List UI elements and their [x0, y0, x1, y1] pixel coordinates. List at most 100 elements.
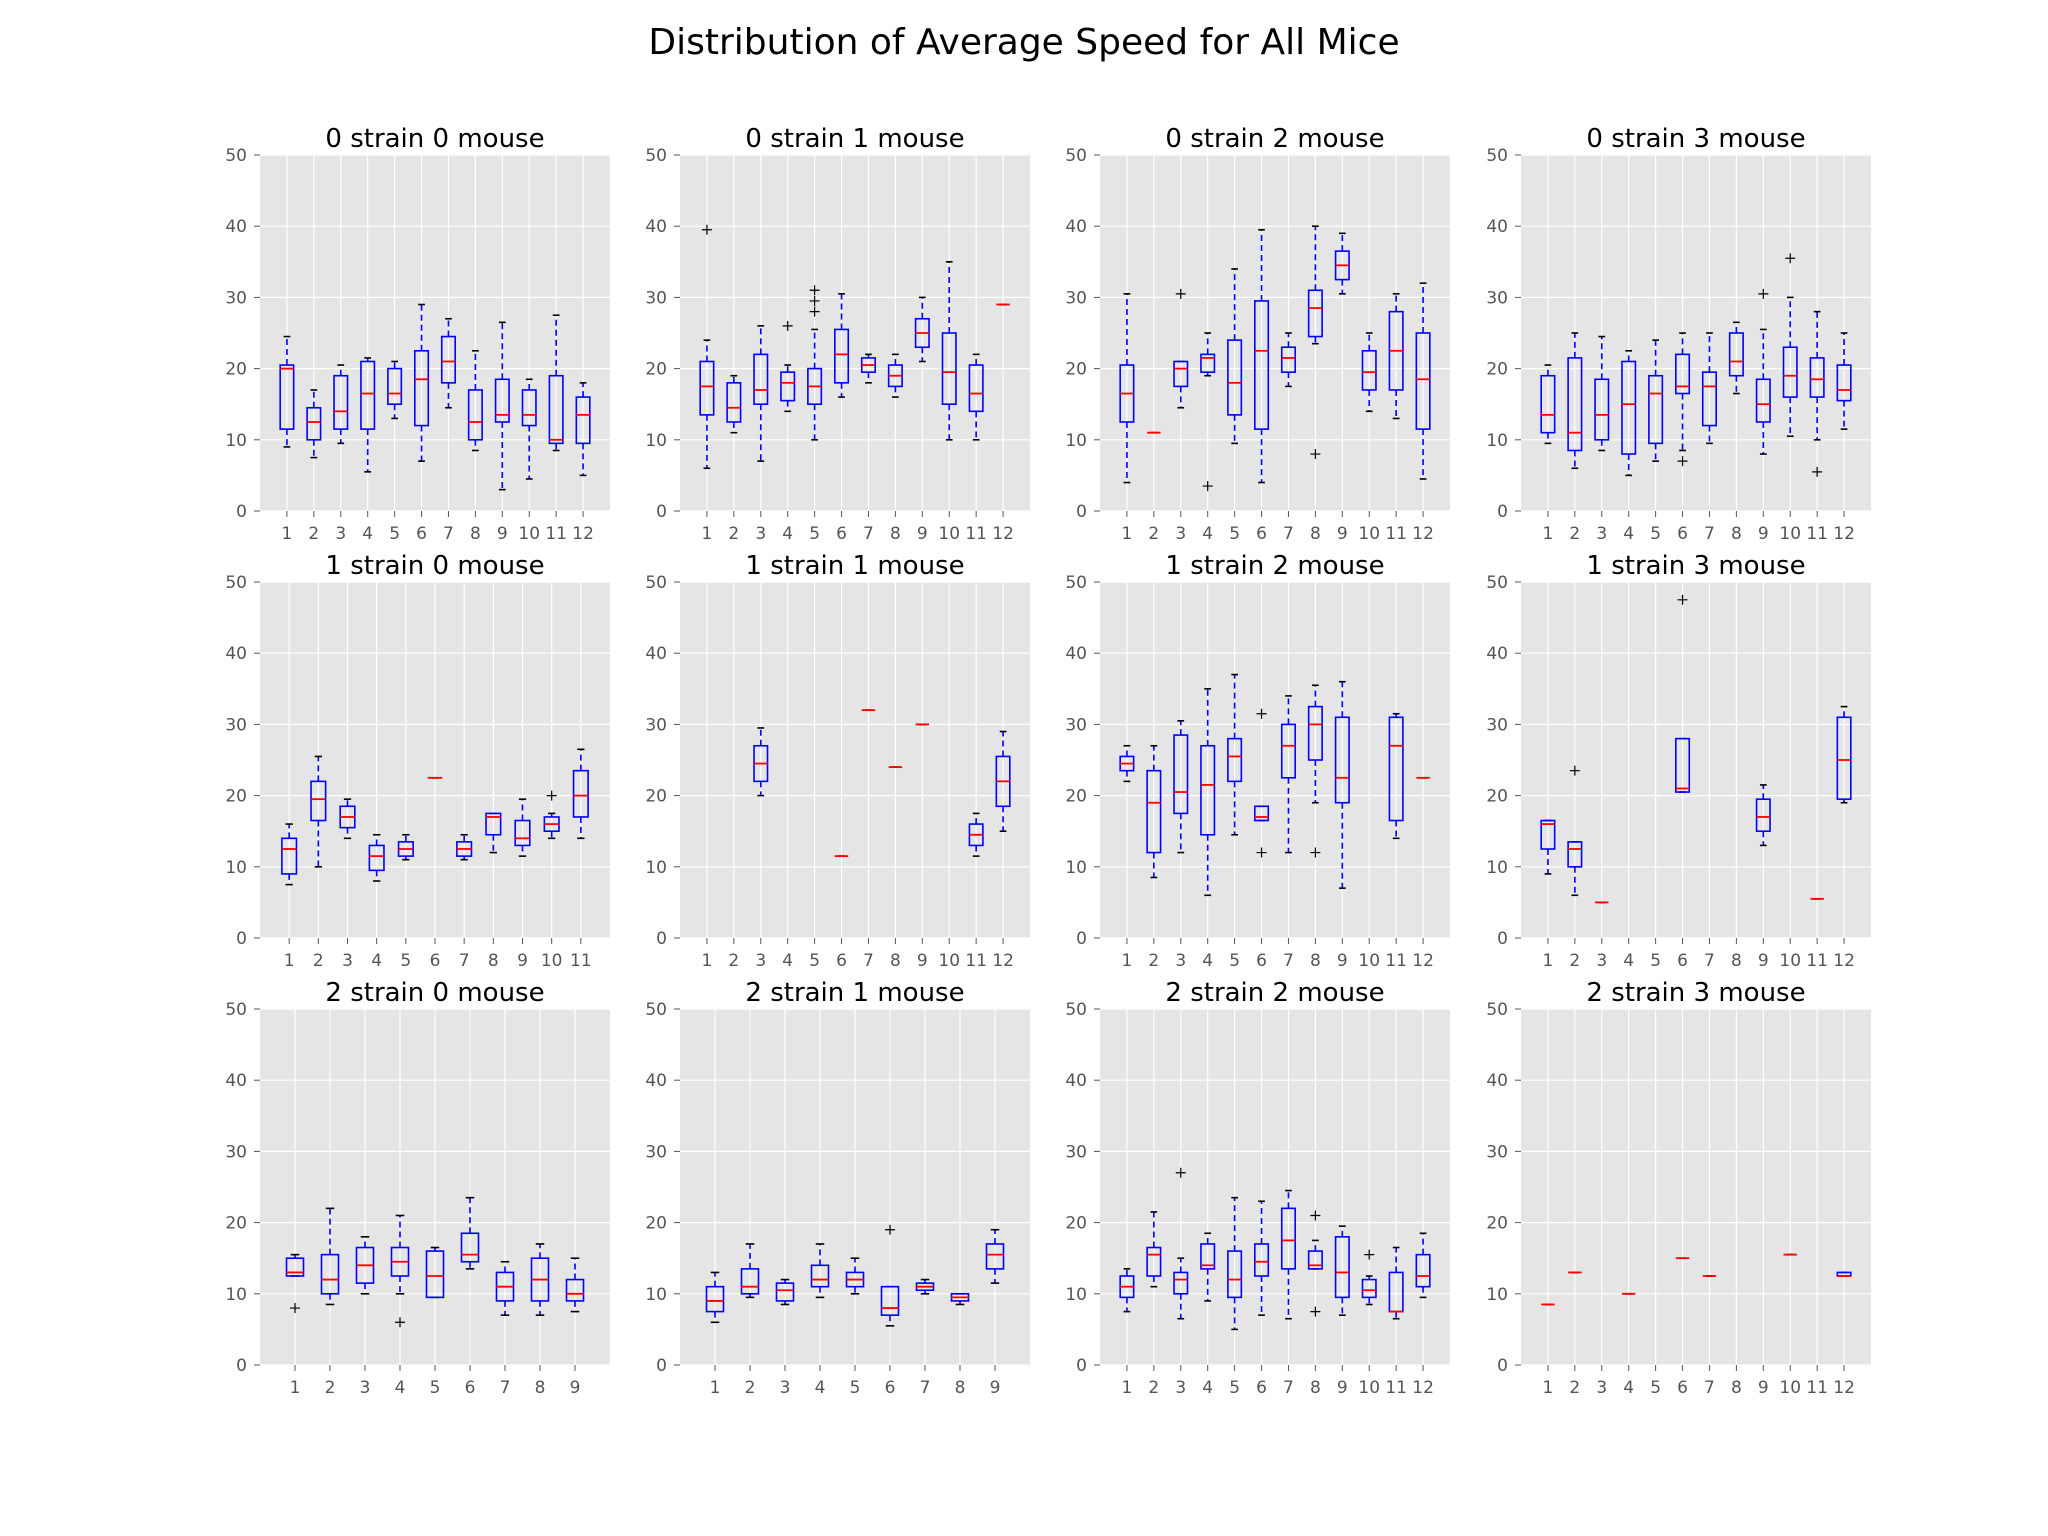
- flier: [1310, 847, 1321, 858]
- box-plot: [1307, 1210, 1323, 1317]
- box: [1173, 1271, 1189, 1295]
- box: [368, 844, 385, 872]
- box-plot: [985, 1228, 1005, 1284]
- box: [1146, 769, 1162, 854]
- box-plot: [1836, 705, 1852, 804]
- x-tick-label: 9: [1758, 524, 1769, 544]
- x-tick-label: 11: [545, 524, 567, 544]
- y-tick-label: 0: [236, 929, 247, 949]
- x-tick-label: 1: [1543, 1378, 1554, 1398]
- subplot-title: 1 strain 3 mouse: [1586, 551, 1805, 581]
- y-tick-label: 40: [1486, 644, 1508, 664]
- box: [281, 837, 298, 875]
- box: [1836, 364, 1852, 402]
- flier: [809, 306, 820, 317]
- box: [1836, 716, 1852, 800]
- y-tick-label: 50: [1065, 573, 1087, 593]
- box: [460, 1232, 480, 1263]
- subplot-title: 2 strain 1 mouse: [745, 978, 964, 1008]
- box: [941, 332, 957, 405]
- subplot: 0 10 20 30 40 50 1 2 3 4 5 6 7 8 9 2 strain 1 mouse: [645, 978, 1030, 1398]
- y-tick-label: 20: [1486, 360, 1508, 380]
- box-plot: [575, 382, 591, 477]
- box-plot: [915, 1278, 935, 1295]
- box: [494, 378, 510, 423]
- x-tick-label: 7: [1283, 1378, 1294, 1398]
- subplot-title: 2 strain 0 mouse: [325, 978, 544, 1008]
- x-tick-label: 10: [938, 951, 960, 971]
- x-tick-label: 11: [1806, 524, 1828, 544]
- box-plot: [1415, 1232, 1431, 1299]
- x-tick-label: 2: [728, 524, 739, 544]
- x-tick-label: 2: [1148, 524, 1159, 544]
- x-tick-label: 5: [809, 524, 820, 544]
- box: [753, 353, 769, 405]
- y-tick-label: 20: [1065, 360, 1087, 380]
- x-tick-label: 7: [863, 951, 874, 971]
- x-tick-label: 4: [782, 951, 793, 971]
- box: [1307, 705, 1323, 761]
- box-plot: [306, 389, 322, 459]
- box-plot: [485, 812, 502, 854]
- box-plot: [968, 353, 984, 441]
- y-tick-label: 50: [225, 573, 247, 593]
- box-plot: [495, 1260, 515, 1316]
- y-tick-label: 20: [225, 787, 247, 807]
- box: [1415, 332, 1431, 430]
- x-tick-label: 7: [1704, 524, 1715, 544]
- flier: [1812, 466, 1823, 477]
- y-tick-label: 10: [225, 431, 247, 451]
- x-tick-label: 6: [1677, 1378, 1688, 1398]
- box-plot: [995, 730, 1011, 833]
- x-tick-label: 1: [702, 951, 713, 971]
- box-plot: [1146, 744, 1162, 879]
- box: [1809, 357, 1825, 398]
- plot-area: [1521, 155, 1871, 511]
- box: [1361, 349, 1377, 391]
- flier: [1758, 288, 1769, 299]
- subplot-title: 1 strain 0 mouse: [325, 551, 544, 581]
- box-plot: [914, 296, 930, 363]
- x-tick-label: 2: [1569, 524, 1580, 544]
- flier: [1364, 1249, 1375, 1260]
- x-tick-label: 2: [745, 1378, 756, 1398]
- y-tick-label: 0: [656, 929, 667, 949]
- x-tick-label: 9: [990, 1378, 1001, 1398]
- box-plot: [705, 1271, 725, 1324]
- box-plot: [1307, 684, 1323, 858]
- x-tick-label: 3: [1175, 524, 1186, 544]
- box-plot: [1540, 819, 1556, 875]
- y-tick-label: 20: [1486, 787, 1508, 807]
- flier: [1677, 456, 1688, 467]
- box-plot: [1701, 332, 1717, 445]
- box-plot: [1388, 293, 1404, 420]
- x-tick-label: 5: [809, 951, 820, 971]
- box: [425, 1250, 445, 1299]
- box-plot: [440, 317, 456, 409]
- y-tick-label: 0: [1497, 502, 1508, 522]
- box-plot: [521, 378, 537, 480]
- x-tick-label: 5: [1650, 524, 1661, 544]
- y-tick-label: 50: [1486, 146, 1508, 166]
- x-tick-label: 9: [917, 524, 928, 544]
- x-tick-label: 1: [1543, 524, 1554, 544]
- box-plot: [1755, 288, 1771, 455]
- box: [1540, 374, 1556, 434]
- flier: [1256, 708, 1267, 719]
- flier: [395, 1317, 405, 1328]
- x-tick-label: 9: [1337, 524, 1348, 544]
- subplot-title: 0 strain 3 mouse: [1586, 124, 1805, 154]
- box-plot: [1415, 282, 1431, 480]
- box-plot: [368, 833, 385, 882]
- x-tick-label: 5: [1650, 951, 1661, 971]
- subplot-title: 0 strain 2 mouse: [1165, 124, 1384, 154]
- box-plot: [494, 321, 510, 491]
- y-tick-label: 10: [225, 1285, 247, 1305]
- y-tick-label: 0: [236, 502, 247, 522]
- y-tick-label: 30: [225, 288, 247, 308]
- x-tick-label: 3: [755, 524, 766, 544]
- y-tick-label: 20: [225, 360, 247, 380]
- y-tick-label: 50: [1065, 146, 1087, 166]
- box: [1415, 1253, 1431, 1288]
